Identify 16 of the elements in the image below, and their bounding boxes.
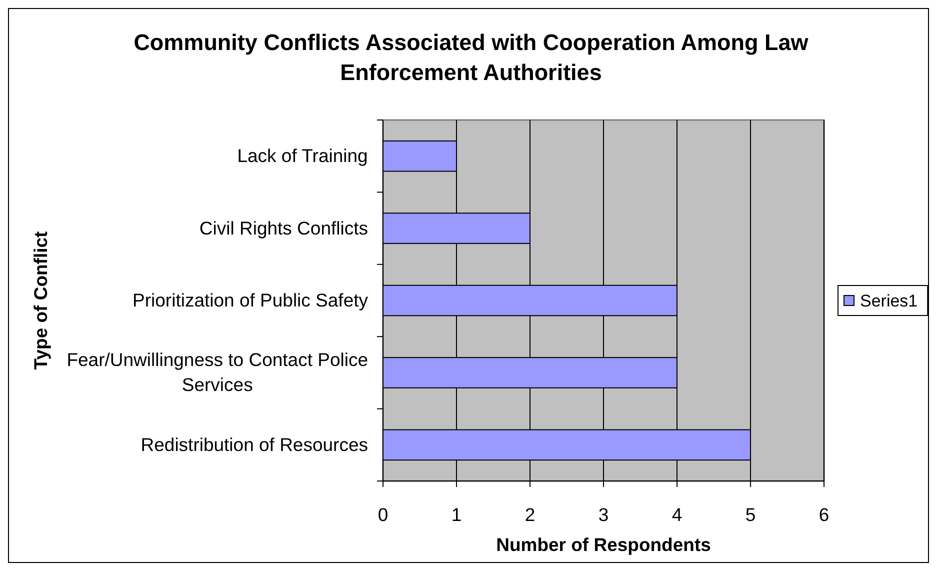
x-axis-title: Number of Respondents xyxy=(496,534,711,555)
y-tick-label: Lack of Training xyxy=(237,145,368,166)
x-tick-label: 5 xyxy=(745,504,756,525)
y-tick-label: Prioritization of Public Safety xyxy=(132,290,369,310)
x-tick-label: 2 xyxy=(524,504,536,525)
x-tick-label: 6 xyxy=(818,504,830,525)
y-tick-label: Redistribution of Resources xyxy=(140,434,368,455)
y-axis-title: Type of Conflict xyxy=(30,231,51,370)
x-tick-label: 0 xyxy=(378,504,388,525)
x-tick-label: 1 xyxy=(451,504,462,525)
x-tick-label: 3 xyxy=(598,504,609,525)
legend-label: Series1 xyxy=(860,292,918,310)
x-tick-label: 4 xyxy=(672,504,682,525)
y-tick-label: Civil Rights Conflicts xyxy=(199,217,368,238)
chart-title: Community Conflicts Associated with Cooperation Among Law Enforcement Authorities xyxy=(134,30,809,85)
y-tick-label: Fear/Unwillingness to Contact Police Services xyxy=(66,349,368,396)
